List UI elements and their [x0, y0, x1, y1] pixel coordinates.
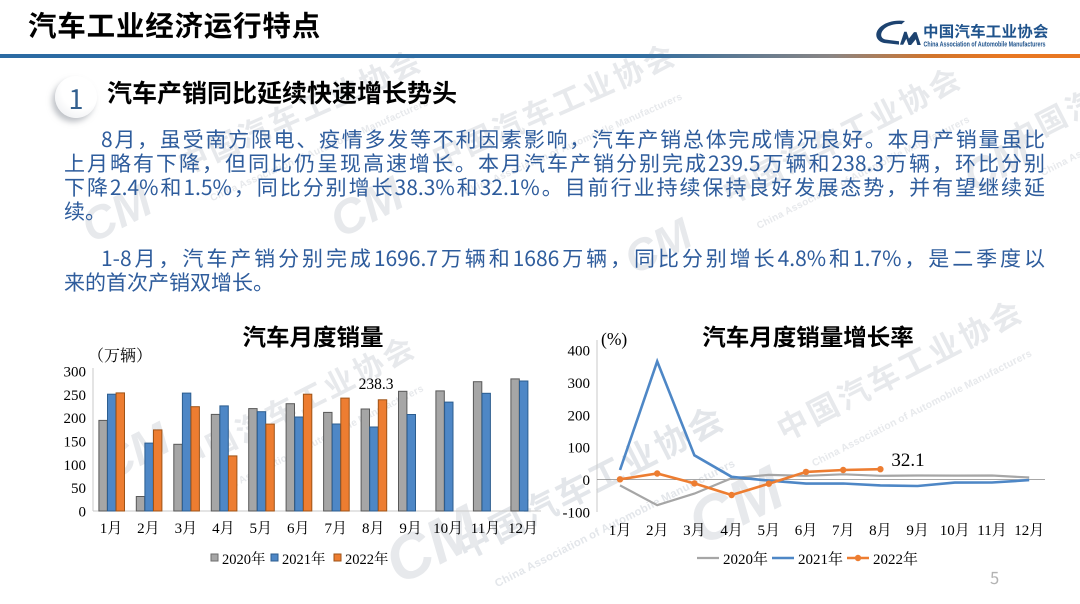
svg-text:(%): (%) — [601, 329, 627, 349]
svg-text:12月: 12月 — [508, 520, 538, 537]
svg-text:5月: 5月 — [758, 522, 781, 539]
svg-text:200: 200 — [568, 408, 591, 424]
svg-text:1月: 1月 — [609, 522, 632, 539]
svg-text:150: 150 — [64, 435, 87, 451]
svg-text:11月: 11月 — [471, 520, 500, 537]
svg-text:汽车月度销量增长率: 汽车月度销量增长率 — [702, 319, 914, 353]
svg-text:0: 0 — [79, 505, 87, 521]
svg-text:9月: 9月 — [906, 522, 929, 539]
svg-text:8月: 8月 — [362, 520, 385, 537]
svg-text:10月: 10月 — [433, 520, 463, 537]
svg-text:-100: -100 — [563, 506, 591, 522]
svg-text:3月: 3月 — [683, 522, 706, 539]
svg-text:11月: 11月 — [977, 522, 1006, 539]
svg-text:10月: 10月 — [940, 522, 970, 539]
svg-text:4月: 4月 — [720, 522, 743, 539]
svg-text:400: 400 — [568, 344, 591, 360]
svg-text:1月: 1月 — [100, 520, 123, 537]
svg-text:2月: 2月 — [137, 520, 160, 537]
svg-text:6月: 6月 — [795, 522, 818, 539]
svg-text:100: 100 — [568, 441, 591, 457]
svg-text:（万辆）: （万辆） — [88, 343, 152, 366]
svg-text:2022年: 2022年 — [873, 550, 918, 568]
svg-text:2022年: 2022年 — [345, 550, 389, 568]
svg-text:250: 250 — [64, 388, 87, 404]
svg-text:100: 100 — [64, 458, 87, 474]
svg-text:32.1: 32.1 — [891, 450, 924, 471]
svg-text:3月: 3月 — [175, 520, 198, 537]
svg-text:12月: 12月 — [1014, 522, 1044, 539]
svg-text:200: 200 — [64, 411, 87, 427]
svg-text:300: 300 — [64, 365, 87, 381]
svg-text:汽车月度销量: 汽车月度销量 — [243, 319, 384, 353]
svg-text:China Association of Automobil: China Association of Automobile Manufact… — [924, 42, 1046, 49]
svg-text:9月: 9月 — [399, 520, 422, 537]
svg-text:300: 300 — [568, 376, 591, 392]
svg-text:5月: 5月 — [250, 520, 273, 537]
svg-text:2021年: 2021年 — [798, 550, 843, 568]
svg-text:2020年: 2020年 — [222, 550, 266, 568]
svg-text:7月: 7月 — [324, 520, 347, 537]
svg-text:0: 0 — [583, 473, 591, 489]
svg-text:50: 50 — [71, 481, 86, 497]
svg-text:2020年: 2020年 — [723, 550, 768, 568]
svg-text:238.3: 238.3 — [359, 376, 394, 393]
svg-text:2021年: 2021年 — [282, 550, 326, 568]
svg-text:4月: 4月 — [212, 520, 235, 537]
svg-text:中国汽车工业协会: 中国汽车工业协会 — [923, 20, 1049, 42]
svg-text:7月: 7月 — [832, 522, 855, 539]
svg-text:8月: 8月 — [869, 522, 892, 539]
svg-text:6月: 6月 — [287, 520, 310, 537]
svg-text:2月: 2月 — [646, 522, 669, 539]
